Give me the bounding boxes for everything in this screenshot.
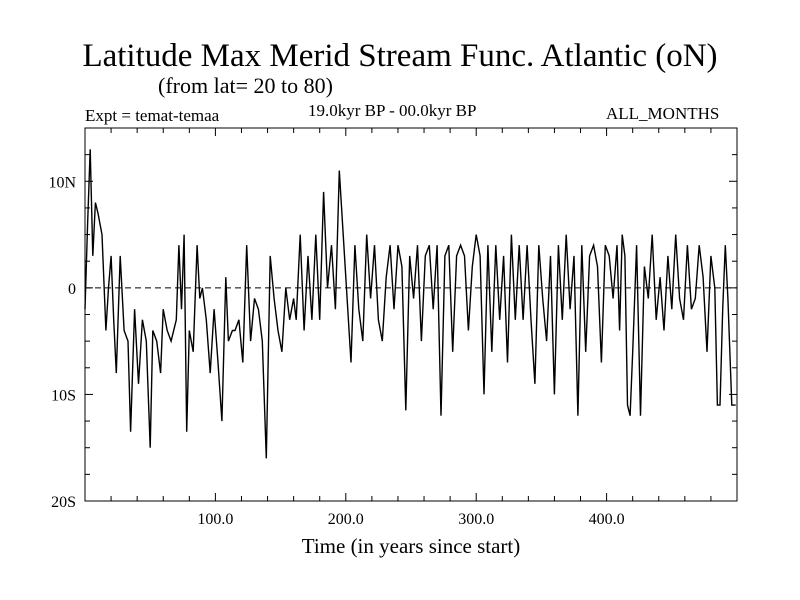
x-tick-label: 200.0 bbox=[328, 511, 364, 528]
months-label: ALL_MONTHS bbox=[606, 104, 720, 123]
x-tick-label: 100.0 bbox=[197, 511, 233, 528]
chart-subtitle: (from lat= 20 to 80) bbox=[158, 73, 333, 98]
y-tick-label: 0 bbox=[68, 281, 76, 298]
series-line bbox=[84, 149, 736, 459]
y-tick-label: 20S bbox=[51, 494, 76, 511]
y-tick-label: 10N bbox=[48, 174, 76, 191]
experiment-label: Expt = temat-temaa bbox=[85, 106, 220, 125]
x-tick-label: 300.0 bbox=[458, 511, 494, 528]
x-axis-title: Time (in years since start) bbox=[302, 534, 521, 558]
plot-frame bbox=[84, 127, 738, 502]
chart-title: Latitude Max Merid Stream Func. Atlantic… bbox=[82, 38, 718, 74]
x-tick-label: 400.0 bbox=[589, 511, 625, 528]
period-label: 19.0kyr BP - 00.0kyr BP bbox=[308, 101, 477, 120]
y-tick-label: 10S bbox=[51, 387, 76, 404]
